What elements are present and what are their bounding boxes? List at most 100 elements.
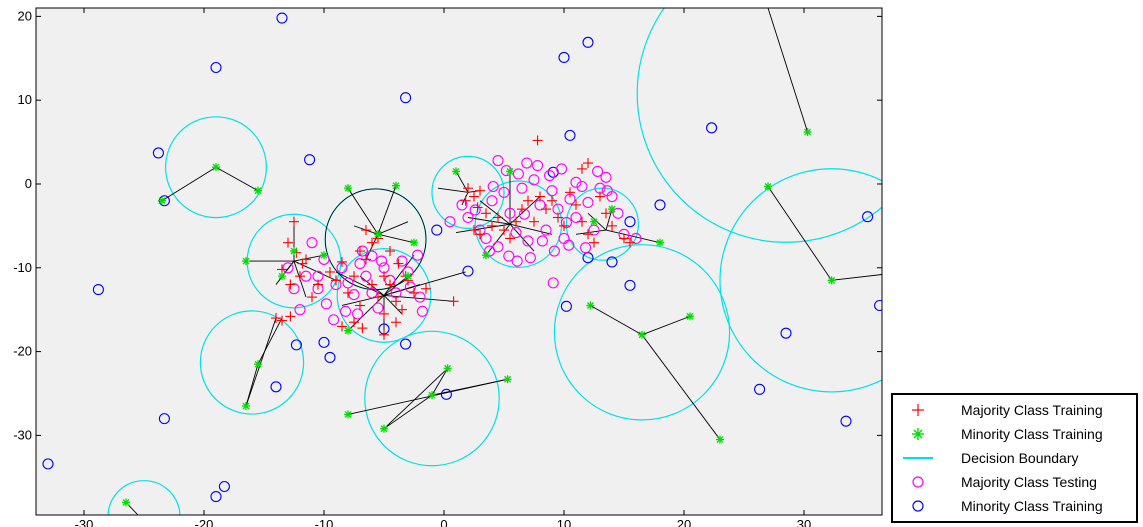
minority-testing-point xyxy=(462,265,474,277)
minority-training-point xyxy=(374,230,382,239)
minority-training-point xyxy=(482,251,490,260)
legend-item-minority-testing: Minority Class Training xyxy=(893,495,1136,517)
legend: Majority Class Training Minority Class T… xyxy=(891,393,1138,523)
majority-testing-point xyxy=(288,283,300,295)
majority-testing-point xyxy=(487,180,499,193)
minority-training-point xyxy=(827,276,836,285)
minority-training-point xyxy=(506,167,514,176)
majority-training-point xyxy=(607,220,617,231)
majority-training-point xyxy=(349,317,359,328)
majority-training-point xyxy=(421,283,431,294)
majority-training-point xyxy=(547,195,557,206)
majority-testing-point xyxy=(416,305,428,317)
minority-testing-point xyxy=(152,147,164,159)
majority-training-point xyxy=(577,216,587,227)
majority-training-point xyxy=(523,195,533,206)
decision-boundary xyxy=(336,248,432,343)
majority-training-point xyxy=(271,313,281,324)
majority-training-point xyxy=(295,271,305,282)
majority-testing-point xyxy=(592,165,604,177)
minority-testing-point xyxy=(606,256,618,268)
majority-testing-point xyxy=(521,157,533,169)
majority-training-point xyxy=(285,311,296,322)
majority-training-point xyxy=(393,258,404,269)
majority-testing-point xyxy=(469,204,481,216)
neighbor-link xyxy=(383,295,403,315)
cyan-line-marker-icon xyxy=(903,457,933,459)
majority-testing-point xyxy=(340,305,352,317)
decision-boundary xyxy=(199,310,305,415)
majority-testing-point xyxy=(536,235,548,247)
majority-training-point xyxy=(535,191,545,202)
majority-testing-point xyxy=(484,245,496,257)
minority-testing-point xyxy=(218,480,230,493)
minority-testing-point xyxy=(558,51,570,63)
majority-testing-point xyxy=(570,176,582,188)
majority-training-point xyxy=(475,229,485,240)
neighbor-link xyxy=(767,186,832,281)
majority-training-point xyxy=(505,233,515,244)
majority-testing-point xyxy=(366,250,378,262)
majority-testing-point xyxy=(600,171,612,183)
majority-training-point xyxy=(313,279,323,290)
majority-training-point xyxy=(301,254,311,265)
minority-testing-point xyxy=(324,351,336,364)
majority-testing-point xyxy=(320,298,332,310)
minority-training-point xyxy=(242,402,250,411)
legend-label: Majority Class Training xyxy=(961,402,1103,418)
majority-testing-point xyxy=(348,289,360,301)
majority-training-point xyxy=(289,216,299,227)
minority-testing-point xyxy=(874,299,882,312)
x-tick-label: -20 xyxy=(195,517,214,527)
minority-training-point xyxy=(590,217,598,226)
red-plus-marker-icon xyxy=(912,404,924,416)
minority-testing-point xyxy=(290,339,302,351)
majority-training-point xyxy=(475,185,485,196)
majority-testing-point xyxy=(601,185,613,197)
majority-training-point xyxy=(385,246,395,257)
decision-boundary xyxy=(431,155,505,229)
majority-training-point xyxy=(487,220,497,231)
majority-training-point xyxy=(379,329,389,340)
minority-testing-point xyxy=(840,415,852,427)
minority-training-point xyxy=(638,330,646,339)
minority-training-point xyxy=(158,196,166,205)
minority-testing-point xyxy=(400,338,412,350)
decision-boundary xyxy=(107,480,181,515)
minority-training-point xyxy=(242,257,250,266)
majority-training-point xyxy=(583,158,593,169)
majority-testing-point xyxy=(582,196,594,208)
legend-item-decision-boundary: Decision Boundary xyxy=(893,447,1136,469)
majority-training-point xyxy=(565,187,575,198)
neighbor-link xyxy=(479,200,511,225)
x-tick-label: 30 xyxy=(797,517,811,527)
majority-training-point xyxy=(397,304,407,315)
neighbor-link xyxy=(509,223,553,235)
majority-training-point xyxy=(559,220,569,231)
majority-training-point xyxy=(469,225,479,236)
minority-training-point xyxy=(716,435,724,444)
majority-training-point xyxy=(499,225,509,236)
neighbor-link xyxy=(831,274,882,281)
minority-testing-point xyxy=(624,279,636,291)
minority-testing-point xyxy=(706,122,718,134)
minority-training-point xyxy=(686,312,694,321)
majority-testing-point xyxy=(360,270,372,282)
x-tick-label: -10 xyxy=(315,517,334,527)
majority-training-point xyxy=(361,225,371,236)
majority-training-point xyxy=(367,279,377,290)
minority-testing-point xyxy=(560,300,572,312)
majority-testing-point xyxy=(544,170,556,182)
minority-testing-point xyxy=(431,224,443,236)
legend-label: Minority Class Training xyxy=(961,498,1103,514)
neighbor-link xyxy=(383,254,415,296)
majority-testing-point xyxy=(546,185,558,197)
decision-boundary xyxy=(636,8,882,243)
minority-testing-point xyxy=(158,413,170,425)
minority-training-point xyxy=(212,163,220,172)
neighbor-link xyxy=(767,8,809,133)
neighbor-link xyxy=(293,254,325,262)
legend-item-minority-training: Minority Class Training xyxy=(893,423,1136,445)
majority-testing-point xyxy=(612,207,624,219)
majority-training-point xyxy=(361,254,371,265)
